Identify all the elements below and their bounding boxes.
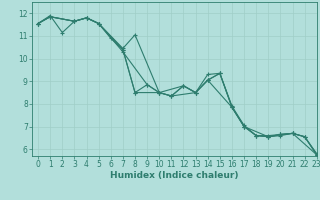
X-axis label: Humidex (Indice chaleur): Humidex (Indice chaleur) [110,171,239,180]
